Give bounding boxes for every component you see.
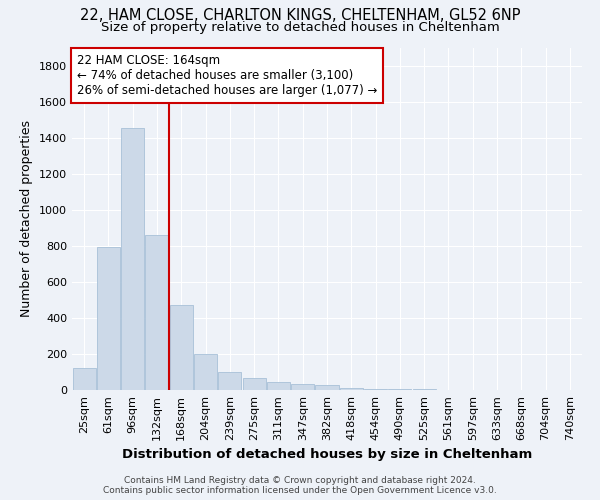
X-axis label: Distribution of detached houses by size in Cheltenham: Distribution of detached houses by size … (122, 448, 532, 461)
Bar (97, 246, 120, 390)
Bar (242, 378, 266, 390)
Bar (170, 306, 193, 390)
Bar (267, 382, 290, 390)
Bar (291, 384, 314, 390)
Bar (218, 372, 241, 390)
Bar (316, 386, 338, 390)
Bar (73, 368, 95, 390)
Bar (194, 354, 217, 390)
Y-axis label: Number of detached properties: Number of detached properties (20, 120, 34, 318)
Bar (364, 389, 387, 390)
Text: Contains HM Land Registry data © Crown copyright and database right 2024.
Contai: Contains HM Land Registry data © Crown c… (103, 476, 497, 495)
Bar (121, 128, 144, 390)
Bar (145, 234, 169, 390)
Bar (340, 388, 363, 390)
Text: Size of property relative to detached houses in Cheltenham: Size of property relative to detached ho… (101, 21, 499, 34)
Text: 22, HAM CLOSE, CHARLTON KINGS, CHELTENHAM, GL52 6NP: 22, HAM CLOSE, CHARLTON KINGS, CHELTENHA… (80, 8, 520, 22)
Text: 22 HAM CLOSE: 164sqm
← 74% of detached houses are smaller (3,100)
26% of semi-de: 22 HAM CLOSE: 164sqm ← 74% of detached h… (77, 54, 377, 98)
